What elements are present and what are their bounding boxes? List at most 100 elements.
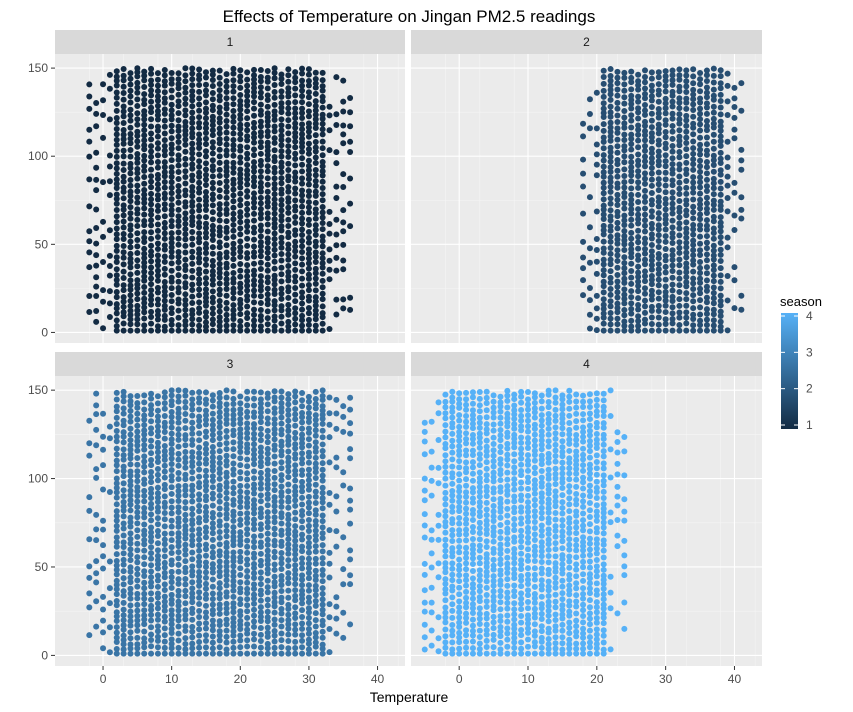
data-point (86, 203, 93, 210)
data-point (175, 76, 182, 83)
data-point (251, 570, 258, 577)
data-point (628, 135, 635, 142)
data-point (86, 126, 93, 133)
data-point (292, 399, 299, 406)
data-point (127, 431, 134, 438)
data-point (642, 222, 648, 229)
data-point (299, 255, 306, 262)
data-point (442, 398, 449, 405)
data-point (113, 100, 120, 107)
data-point (237, 296, 244, 303)
data-point (209, 509, 216, 516)
data-point (456, 544, 463, 551)
data-point (230, 484, 237, 491)
data-point (731, 114, 738, 121)
data-point (285, 441, 292, 448)
data-point (731, 305, 738, 312)
data-point (552, 634, 559, 641)
data-point (312, 275, 319, 282)
data-point (120, 166, 127, 173)
data-point (593, 125, 600, 132)
facet-panels: 1 23 4 (55, 30, 762, 666)
data-point (223, 249, 230, 256)
data-point (278, 148, 285, 155)
data-point (230, 554, 237, 561)
data-point (134, 410, 141, 417)
data-point (271, 542, 278, 549)
data-point (264, 420, 271, 427)
data-point (319, 197, 326, 204)
data-point (120, 520, 127, 527)
data-point (347, 420, 354, 427)
data-point (120, 463, 127, 470)
data-point (223, 610, 230, 617)
data-point (148, 468, 155, 475)
data-point (285, 638, 292, 645)
data-point (127, 204, 134, 211)
data-point (538, 601, 545, 608)
data-point (223, 616, 230, 623)
data-point (127, 255, 134, 262)
data-point (120, 410, 127, 417)
data-point (237, 596, 244, 603)
data-point (93, 623, 100, 630)
data-point (257, 123, 264, 130)
data-point (531, 447, 538, 454)
data-point (690, 80, 697, 87)
data-point (264, 97, 271, 104)
data-point (209, 83, 216, 90)
data-point (299, 576, 306, 583)
data-point (141, 639, 148, 646)
data-point (469, 416, 476, 423)
data-point (244, 470, 251, 477)
data-point (257, 157, 264, 164)
data-point (669, 298, 676, 305)
data-point (319, 447, 326, 454)
data-point (299, 607, 306, 614)
data-point (216, 224, 223, 231)
data-point (196, 259, 203, 266)
data-point (292, 566, 299, 573)
data-point (621, 275, 628, 282)
data-point (148, 308, 155, 315)
data-point (312, 401, 319, 408)
data-point (141, 222, 148, 229)
data-point (257, 405, 264, 412)
data-point (490, 447, 497, 454)
data-point (676, 76, 683, 83)
data-point (476, 513, 483, 520)
data-point (299, 294, 306, 301)
data-point (161, 443, 168, 450)
data-point (202, 467, 209, 474)
data-point (347, 394, 354, 401)
data-point (216, 505, 223, 512)
data-point (319, 209, 326, 216)
data-point (628, 210, 635, 217)
data-point (710, 175, 717, 182)
data-point (120, 184, 127, 191)
data-point (175, 568, 182, 575)
data-point (244, 167, 251, 174)
data-point (449, 527, 456, 534)
data-point (326, 501, 333, 508)
data-point (251, 388, 258, 395)
data-point (216, 419, 223, 426)
data-point (196, 650, 203, 657)
data-point (148, 517, 155, 524)
data-point (148, 296, 155, 303)
data-point (511, 407, 518, 414)
data-point (237, 231, 244, 238)
data-point (655, 282, 662, 289)
data-point (202, 574, 209, 581)
data-point (202, 534, 209, 541)
data-point (161, 405, 168, 412)
data-point (428, 627, 435, 634)
data-point (285, 99, 292, 106)
data-point (141, 635, 148, 642)
data-point (607, 213, 614, 220)
data-point (182, 72, 189, 79)
data-point (216, 465, 223, 472)
data-point (621, 189, 628, 196)
data-point (710, 115, 717, 122)
data-point (435, 635, 442, 642)
